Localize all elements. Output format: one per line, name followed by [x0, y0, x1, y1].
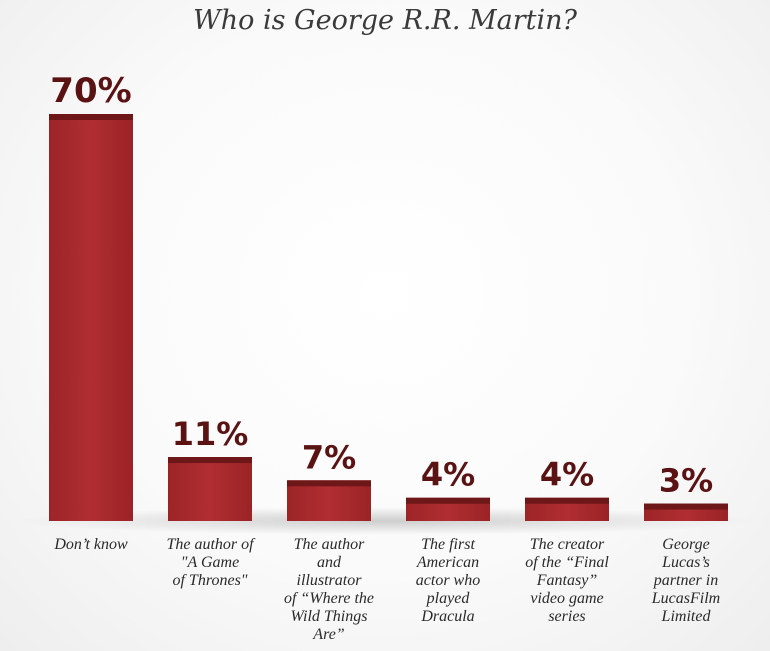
bar-top-cap [525, 497, 609, 504]
bar [49, 114, 133, 521]
chart-title: Who is George R.R. Martin? [192, 5, 577, 36]
category-labels-layer: Don’t know The author of "A Game of Thrones… [53, 536, 720, 643]
category-label: Don’t know [53, 536, 128, 553]
bar [287, 480, 371, 521]
bar-top-cap [287, 480, 371, 487]
category-label: The first American actor who played Dracula [416, 536, 480, 625]
bar-top-cap [168, 457, 252, 464]
category-label: The creator of the “Final Fantasy” video ga… [525, 536, 609, 625]
data-label: 3% [659, 462, 713, 500]
bar-top-cap [49, 114, 133, 120]
category-label: The author and illustrator of “Where the Wil… [284, 536, 374, 643]
bar-top-cap [406, 497, 490, 504]
category-label: The author of "A Game of Thrones" [166, 536, 256, 589]
data-label: 4% [421, 456, 475, 494]
bar-top-cap [644, 503, 728, 510]
category-label: George Lucas’s partner in LucasFilm Limited [651, 536, 720, 625]
data-label: 4% [540, 456, 594, 494]
data-label: 70% [50, 71, 131, 111]
data-label: 11% [172, 415, 249, 453]
data-label: 7% [302, 438, 356, 476]
value-labels-layer: 70% 11% 7% 4% 4% 3% [50, 71, 713, 500]
bar [168, 457, 252, 521]
bars-layer [15, 114, 755, 535]
